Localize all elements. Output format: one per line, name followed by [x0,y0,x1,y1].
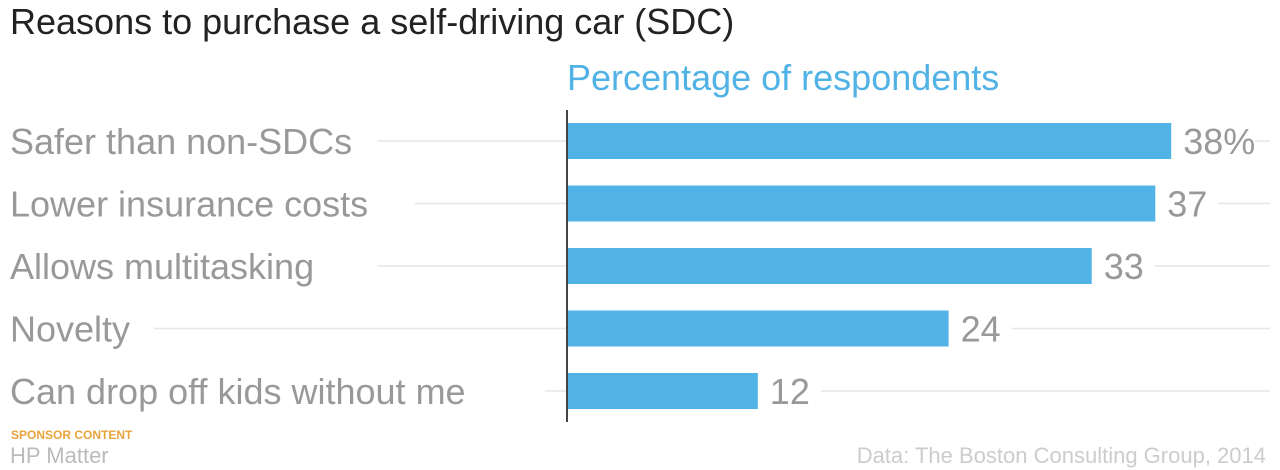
value-label: 24 [961,309,1001,350]
bar [567,373,758,409]
bar [567,310,949,347]
category-label: Novelty [10,309,130,350]
bar [567,185,1156,222]
value-label: 12 [770,371,810,412]
category-label: Can drop off kids without me [10,371,466,412]
bar-rows: Safer than non-SDCs 38% Lower insurance co… [10,121,1270,412]
category-label: Allows multitasking [10,246,314,287]
chart-subtitle: Percentage of respondents [567,57,999,98]
bar [567,123,1172,159]
value-label: 33 [1104,246,1144,287]
brand-name: HP Matter [10,443,109,468]
value-label: 37 [1167,184,1207,225]
source-note: Data: The Boston Consulting Group, 2014 [857,443,1266,468]
chart-title: Reasons to purchase a self-driving car (… [10,1,734,42]
bar [567,248,1092,284]
sponsor-tag: SPONSOR CONTENT [11,428,133,442]
category-label: Safer than non-SDCs [10,121,352,162]
value-label: 38% [1183,121,1255,162]
category-label: Lower insurance costs [10,184,368,225]
